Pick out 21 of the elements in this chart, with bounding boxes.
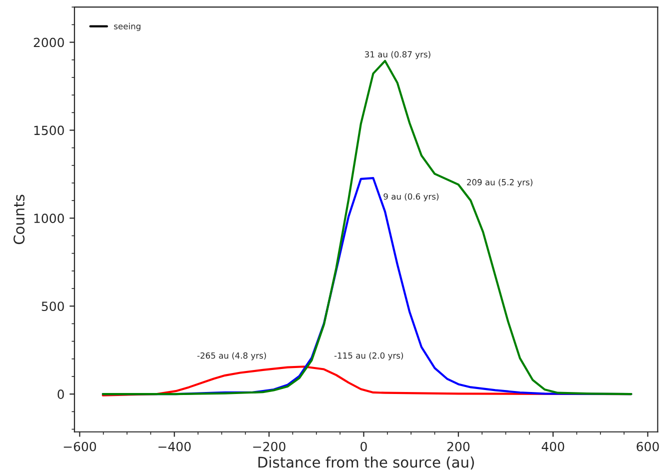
annotation: -265 au (4.8 yrs) (197, 352, 266, 360)
y-tick-label: 1000 (34, 214, 64, 224)
annotation: -115 au (2.0 yrs) (334, 352, 403, 360)
annotation: 31 au (0.87 yrs) (364, 51, 430, 60)
x-tick-label: −200 (253, 442, 286, 452)
x-tick-label: 400 (542, 442, 564, 452)
y-axis-title: Counts (14, 194, 25, 244)
x-tick-label: 200 (447, 442, 470, 452)
y-tick-label: 500 (42, 302, 64, 312)
y-tick-label: 1500 (34, 126, 64, 136)
y-tick-label: 2000 (34, 38, 64, 48)
line-series (102, 60, 632, 396)
x-tick-label: −400 (158, 442, 191, 452)
x-axis-title: Distance from the source (au) (258, 456, 474, 470)
x-tick-label: 600 (636, 442, 659, 452)
y-tick-label: 0 (58, 390, 64, 399)
annotation: 9 au (0.6 yrs) (384, 193, 438, 202)
legend-label: seeing (114, 22, 140, 31)
x-tick-label: 0 (360, 442, 367, 452)
annotation: 209 au (5.2 yrs) (467, 178, 532, 187)
x-tick-label: −600 (64, 442, 96, 452)
